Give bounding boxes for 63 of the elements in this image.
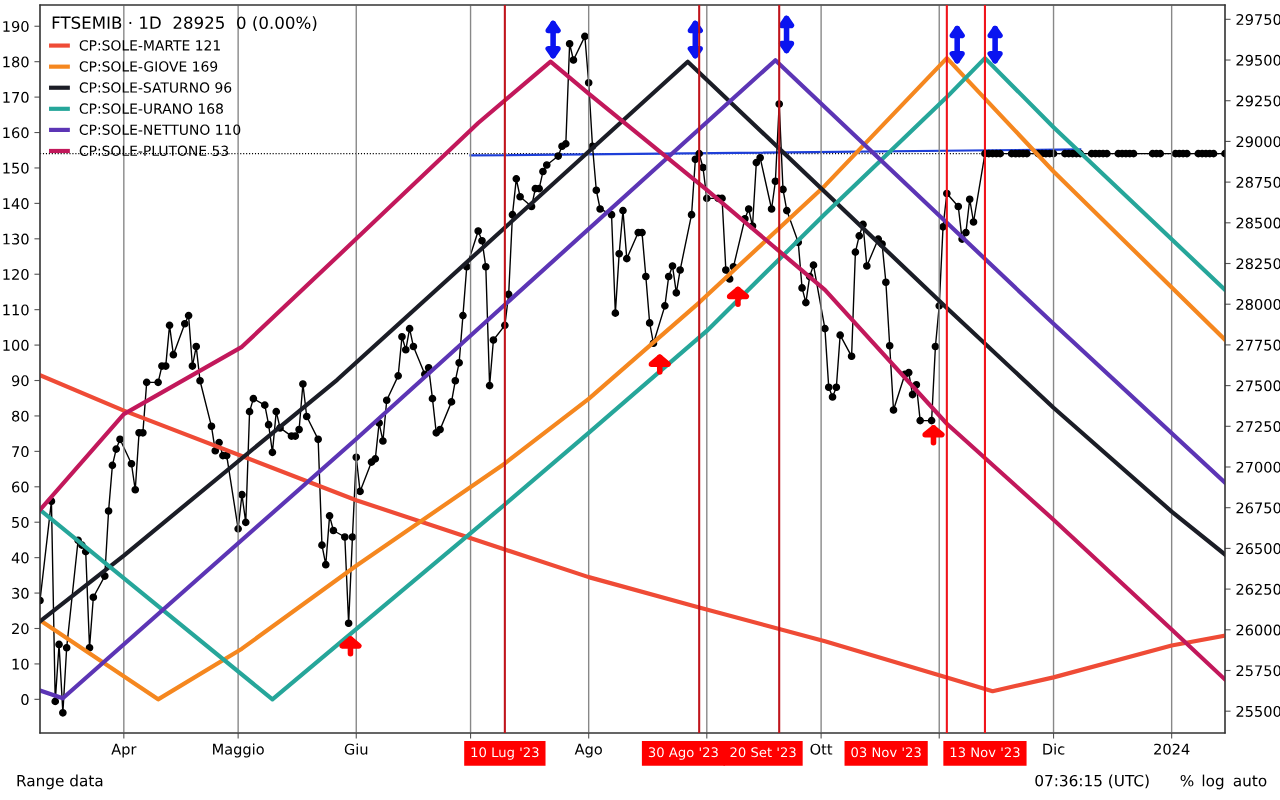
- x-tick-label: Dic: [1043, 743, 1065, 755]
- y-tick-label: 10: [12, 658, 29, 670]
- ref-line-label: 30 Ago '23: [648, 747, 718, 760]
- y2-tick-label: 28500: [1236, 217, 1280, 229]
- x-tick-label: Maggio: [213, 743, 264, 758]
- y-tick-label: 70: [12, 446, 29, 458]
- text: auto: [1233, 775, 1267, 787]
- y2-tick-label: 28250: [1236, 258, 1280, 270]
- ref-line-label: 03 Nov '23: [851, 747, 921, 758]
- y-tick-label: 60: [12, 481, 29, 493]
- line-series: [40, 373, 1225, 694]
- y-tick-label: 90: [11, 375, 29, 387]
- x-tick-label: Giu: [344, 743, 368, 755]
- y-tick-label: 140: [3, 198, 29, 210]
- legend-title: FTSEMIB · 1D 28925 0 (0.00%): [52, 16, 317, 31]
- y2-tick-label: 27250: [1236, 421, 1280, 433]
- legend-label: CP:SOLE-SATURNO 96: [79, 82, 232, 93]
- y2-tick-label: 29750: [1236, 14, 1280, 26]
- y2-tick-label: 27500: [1236, 380, 1280, 392]
- legend-label: CP:SOLE-GIOVE 169: [79, 61, 218, 72]
- y2-tick-label: 28750: [1236, 176, 1280, 188]
- x-tick-label: Ago: [574, 743, 602, 758]
- y2-tick-label: 26750: [1236, 502, 1280, 514]
- legend-label: CP:SOLE-MARTE 121: [79, 40, 220, 51]
- y2-tick-label: 27750: [1236, 339, 1280, 351]
- y-tick-label: 0: [21, 694, 29, 706]
- y2-tick-label: 26500: [1236, 543, 1280, 555]
- y2-tick-label: 28000: [1236, 298, 1280, 310]
- ref-line-label: 13 Nov '23: [950, 747, 1020, 758]
- y2-tick-label: 25750: [1236, 665, 1280, 677]
- text: 07:36:15 (UTC): [1035, 774, 1149, 789]
- y-tick-label: 40: [11, 552, 29, 564]
- y-tick-label: 30: [12, 587, 29, 599]
- x-tick-label: 2024: [1154, 743, 1190, 755]
- y2-tick-label: 29500: [1236, 54, 1280, 66]
- y2-tick-label: 25500: [1236, 705, 1280, 717]
- y-tick-label: 130: [3, 233, 29, 245]
- ref-line-label: 10 Lug '23: [471, 747, 539, 760]
- y-tick-label: 180: [3, 56, 29, 68]
- legend-label: CP:SOLE-URANO 168: [79, 103, 223, 114]
- y-tick-label: 150: [3, 162, 29, 174]
- y-tick-label: 80: [12, 410, 29, 422]
- y2-tick-label: 29000: [1236, 136, 1280, 148]
- y-tick-label: 110: [3, 304, 29, 316]
- y-tick-label: 120: [3, 268, 29, 280]
- y2-tick-label: 29250: [1236, 95, 1280, 107]
- y-tick-label: 100: [3, 339, 29, 351]
- legend-label: CP:SOLE-PLUTONE 53: [79, 145, 229, 157]
- y2-tick-label: 26000: [1236, 624, 1280, 636]
- text: log: [1202, 774, 1224, 790]
- y-tick-label: 190: [3, 20, 29, 32]
- x-tick-label: Ott: [810, 743, 833, 755]
- text: Range data: [17, 774, 103, 790]
- legend-label: CP:SOLE-NETTUNO 110: [79, 124, 241, 135]
- text: %: [1180, 774, 1194, 787]
- y-tick-label: 160: [3, 127, 29, 139]
- x-tick-label: Apr: [111, 743, 137, 758]
- y-tick-label: 50: [12, 516, 29, 528]
- y-tick-label: 170: [3, 91, 29, 103]
- y2-tick-label: 26250: [1236, 583, 1280, 595]
- y2-tick-label: 27000: [1236, 461, 1280, 473]
- ref-line-label: 20 Set '23: [730, 747, 796, 758]
- y-tick-label: 20: [12, 623, 29, 635]
